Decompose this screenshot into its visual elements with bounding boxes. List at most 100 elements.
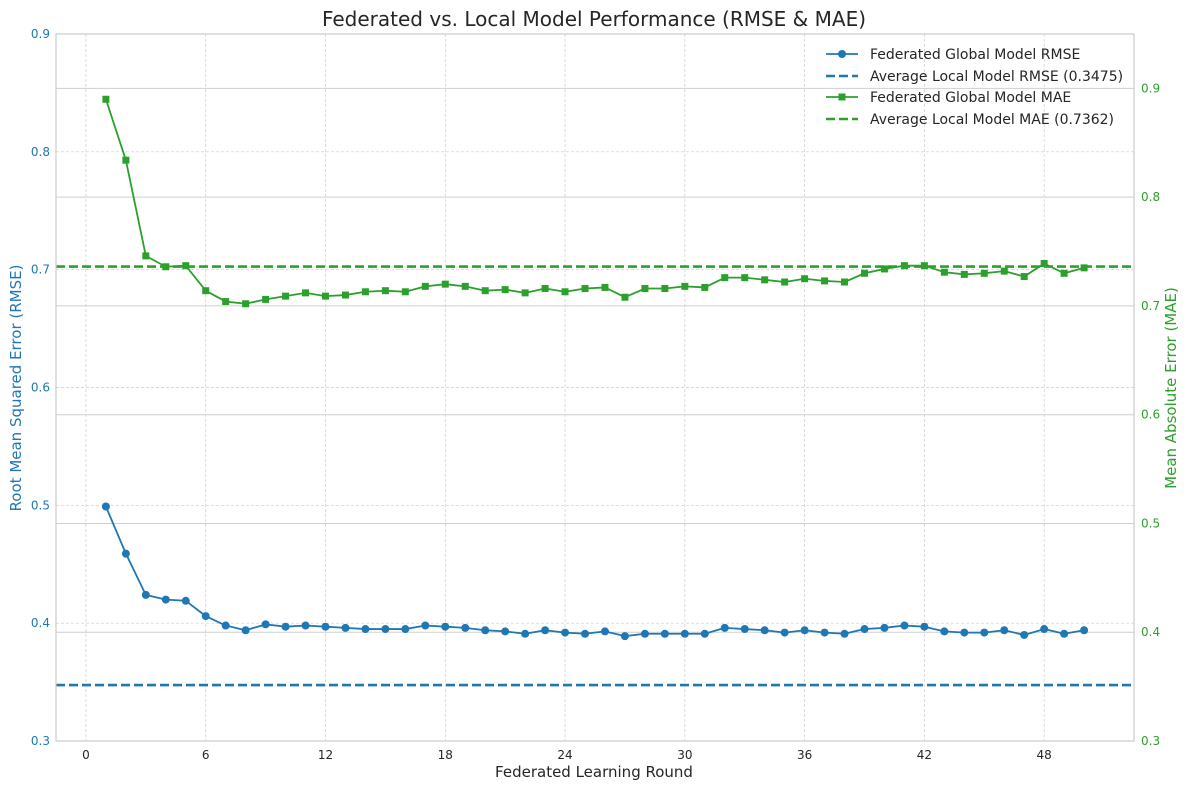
- data-point-2: [621, 293, 629, 301]
- x-tick-label: 30: [677, 748, 692, 762]
- data-point-0: [121, 549, 130, 558]
- data-point-2: [920, 262, 928, 270]
- y-axis-right-label: Mean Absolute Error (MAE): [1162, 287, 1180, 489]
- y-left-tick-label: 0.6: [31, 381, 50, 395]
- data-point-0: [880, 623, 889, 632]
- data-point-2: [900, 262, 908, 270]
- y-axis-left-label: Root Mean Squared Error (RMSE): [7, 265, 25, 512]
- y-right-tick-label: 0.9: [1141, 81, 1160, 95]
- legend-label-local-rmse: Average Local Model RMSE (0.3475): [870, 69, 1123, 85]
- data-point-0: [281, 622, 290, 631]
- chart-title: Federated vs. Local Model Performance (R…: [322, 7, 866, 31]
- data-point-2: [581, 285, 589, 293]
- legend-label-mae: Federated Global Model MAE: [870, 90, 1071, 106]
- data-point-2: [441, 280, 449, 288]
- data-point-2: [282, 292, 290, 300]
- data-point-2: [1060, 269, 1068, 277]
- data-point-0: [521, 629, 530, 638]
- data-point-2: [481, 287, 489, 295]
- data-point-2: [821, 277, 829, 285]
- data-point-2: [341, 291, 349, 299]
- data-point-0: [461, 623, 470, 632]
- data-point-2: [242, 300, 250, 308]
- data-point-2: [801, 275, 809, 283]
- y-left-tick-label: 0.9: [31, 27, 50, 41]
- data-point-0: [680, 629, 689, 638]
- data-point-0: [720, 623, 729, 632]
- data-point-0: [920, 622, 929, 631]
- data-point-2: [541, 285, 549, 293]
- grid-layer: [56, 33, 1134, 742]
- data-point-2: [302, 289, 310, 297]
- data-point-2: [122, 156, 130, 164]
- data-point-0: [1080, 626, 1089, 635]
- legend-label-local-mae: Average Local Model MAE (0.7362): [870, 112, 1114, 128]
- data-point-0: [980, 628, 989, 637]
- x-axis-label: Federated Learning Round: [495, 763, 693, 781]
- y-right-tick-label: 0.5: [1141, 516, 1160, 530]
- data-point-2: [142, 252, 150, 260]
- data-point-2: [1080, 264, 1088, 272]
- data-point-0: [361, 625, 370, 634]
- x-tick-label: 24: [557, 748, 572, 762]
- y-right-tick-label: 0.4: [1141, 625, 1160, 639]
- data-point-0: [161, 595, 170, 604]
- data-point-2: [681, 282, 689, 290]
- data-point-2: [182, 262, 190, 270]
- y-right-tick-label: 0.6: [1141, 408, 1160, 422]
- data-point-2: [781, 278, 789, 286]
- data-point-0: [760, 626, 769, 635]
- legend: Federated Global Model RMSE Average Loca…: [826, 47, 1123, 128]
- x-tick-label: 18: [438, 748, 453, 762]
- data-point-2: [661, 285, 669, 293]
- data-point-0: [181, 596, 190, 605]
- data-point-0: [660, 629, 669, 638]
- data-point-2: [1000, 267, 1008, 275]
- data-point-0: [541, 626, 550, 635]
- data-point-2: [721, 274, 729, 282]
- data-point-0: [381, 625, 390, 634]
- data-point-2: [222, 298, 230, 306]
- y-left-tick-label: 0.4: [31, 616, 50, 630]
- data-point-2: [601, 283, 609, 291]
- y-right-tick-label: 0.7: [1141, 299, 1160, 313]
- data-point-0: [740, 625, 749, 634]
- data-point-2: [980, 269, 988, 277]
- data-point-2: [381, 287, 389, 295]
- data-point-2: [401, 288, 409, 296]
- legend-label-rmse: Federated Global Model RMSE: [870, 47, 1080, 63]
- x-tick-label: 36: [797, 748, 812, 762]
- data-point-2: [1020, 273, 1028, 281]
- data-point-0: [481, 626, 490, 635]
- plot-frame: [55, 33, 1135, 742]
- data-point-2: [960, 270, 968, 278]
- data-point-0: [201, 612, 210, 621]
- data-point-0: [561, 628, 570, 637]
- data-point-0: [1020, 630, 1029, 639]
- data-point-2: [461, 282, 469, 290]
- data-point-0: [1000, 626, 1009, 635]
- data-point-2: [1040, 260, 1048, 268]
- data-point-2: [741, 274, 749, 282]
- data-point-2: [841, 278, 849, 286]
- data-point-0: [101, 502, 110, 511]
- data-point-0: [321, 622, 330, 631]
- data-point-0: [820, 628, 829, 637]
- tick-labels: 0 6 12 18 24 30 36 42 48 0.3 0.4 0.5 0.6 0.7 0.8 0.9 0.3…: [31, 27, 1160, 762]
- data-point-0: [401, 625, 410, 634]
- series-line-2: [105, 98, 1085, 305]
- reference-lines: [56, 265, 1134, 687]
- data-point-0: [581, 629, 590, 638]
- data-point-2: [202, 287, 210, 295]
- x-tick-label: 6: [202, 748, 210, 762]
- data-point-2: [322, 292, 329, 300]
- y-right-tick-label: 0.8: [1141, 190, 1160, 204]
- data-point-0: [600, 627, 609, 636]
- data-point-2: [940, 268, 948, 276]
- data-point-0: [780, 628, 789, 637]
- data-point-0: [341, 623, 350, 632]
- data-point-2: [521, 289, 529, 297]
- data-point-0: [221, 621, 230, 630]
